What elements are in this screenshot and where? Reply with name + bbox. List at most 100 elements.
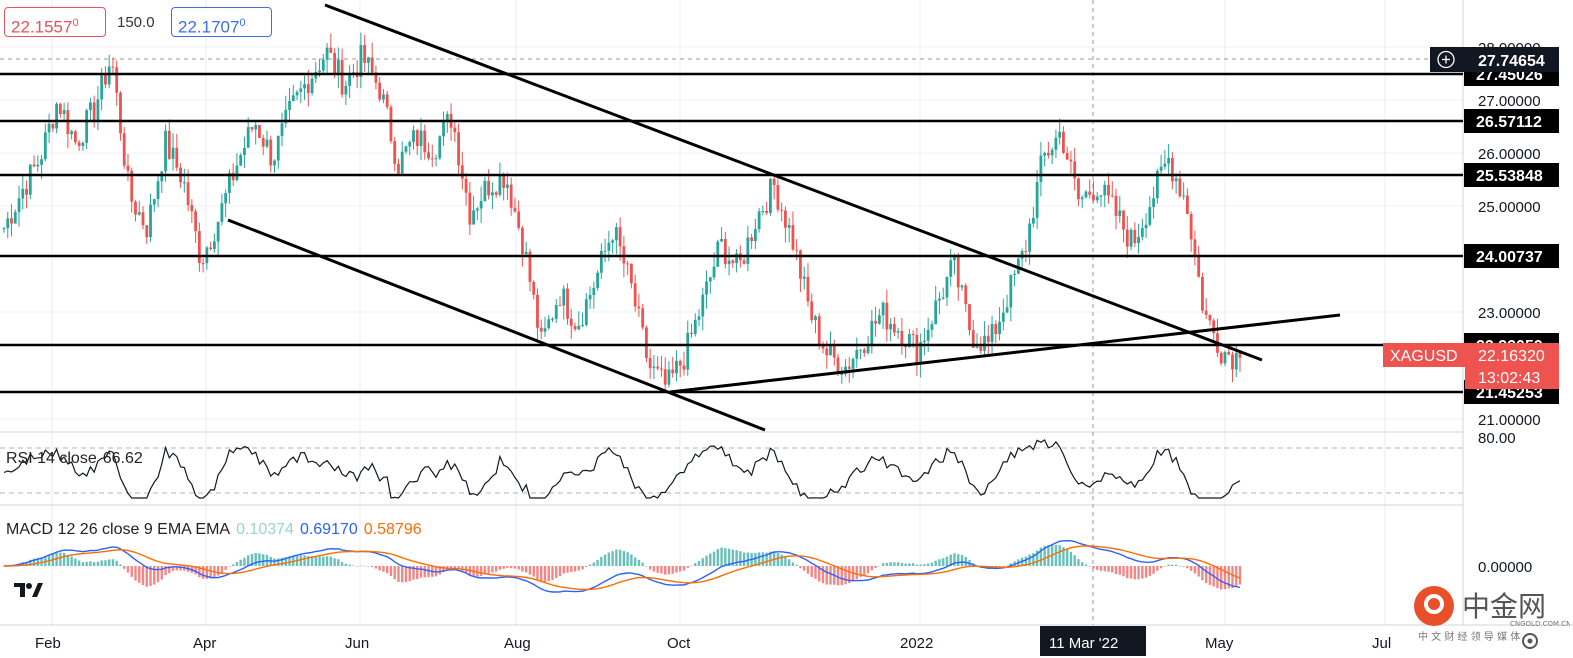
macd-histogram-bar [1039, 547, 1043, 566]
bid-price-box[interactable]: 22.15570 [4, 7, 106, 37]
candle-body [825, 348, 829, 356]
candle-body [280, 123, 284, 136]
macd-histogram-bar [1099, 566, 1103, 571]
candle-body [419, 130, 423, 146]
candle-body [1024, 251, 1028, 253]
price-axis: 28.0000027.0000026.0000025.0000023.00000… [1383, 40, 1559, 576]
candle-body [318, 70, 321, 73]
macd-histogram-bar [705, 555, 708, 566]
candle-body [862, 349, 866, 353]
candle-body [404, 146, 408, 152]
candle-body [2, 228, 6, 230]
candle-body [464, 178, 468, 193]
candle-body [1009, 274, 1013, 308]
macd-histogram-bar [739, 551, 742, 566]
macd-legend[interactable]: MACD 12 26 close 9 EMA EMA 0.10374 0.69170… [6, 521, 422, 538]
macd-histogram-bar [314, 556, 318, 566]
macd-histogram-bar [393, 566, 396, 580]
rsi-legend[interactable]: RSI 14 close 66.62 [6, 450, 143, 467]
candle-body [1231, 354, 1234, 370]
candle-body [926, 329, 930, 341]
candle-body [359, 45, 363, 78]
ask-price-box[interactable]: 22.17070 [171, 7, 272, 37]
macd-histogram-bar [141, 566, 145, 586]
tradingview-logo-icon[interactable] [8, 575, 46, 603]
candle-body [705, 281, 708, 295]
candle-body [979, 346, 983, 351]
candle-body [866, 346, 870, 353]
candle-body [306, 84, 310, 94]
candle-body [1148, 207, 1152, 225]
macd-histogram-bar [1167, 564, 1170, 566]
candle-body [1077, 178, 1080, 200]
svg-text:中金网: 中金网 [1462, 590, 1546, 623]
rsi-axis-label: 80.00 [1478, 430, 1516, 447]
candle-body [682, 365, 686, 370]
candle-body [92, 102, 96, 120]
candle-body [243, 147, 246, 156]
macd-histogram-bar [92, 562, 96, 566]
candle-body [1080, 197, 1084, 200]
candle-body [1035, 181, 1039, 218]
macd-histogram-bar [442, 566, 445, 573]
macd-histogram-bar [641, 562, 644, 566]
macd-histogram-bar [630, 554, 633, 566]
candle-body [367, 57, 370, 63]
candle-body [299, 88, 303, 92]
macd-histogram-bar [923, 564, 926, 566]
svg-text:CNGOLD.COM.CN: CNGOLD.COM.CN [1510, 620, 1570, 628]
macd-histogram-bar [66, 554, 70, 566]
macd-histogram-bar [637, 559, 641, 566]
candle-body [216, 221, 220, 242]
candle-body [502, 174, 506, 188]
macd-histogram-bar [502, 566, 505, 569]
macd-histogram-bar [1114, 566, 1118, 574]
macd-histogram-bar [457, 566, 460, 570]
candle-body [663, 369, 667, 385]
macd-histogram-bar [806, 566, 810, 574]
candle-body [1118, 210, 1122, 216]
level-price-tag [1464, 244, 1559, 268]
candle-body [742, 260, 746, 264]
candle-body [73, 131, 77, 143]
macd-histogram-bar [911, 563, 915, 566]
macd-histogram-bar [299, 555, 302, 566]
candle-body [81, 142, 85, 146]
macd-histogram-bar [615, 549, 618, 566]
macd-histogram-bar [611, 551, 614, 566]
candle-body [160, 171, 164, 182]
candle-body [393, 141, 397, 164]
macd-histogram-bar [814, 566, 817, 579]
macd-histogram-bar [1032, 553, 1035, 566]
candle-body [986, 335, 990, 343]
macd-histogram-bar [348, 564, 351, 566]
macd-histogram-bar [1084, 564, 1088, 566]
macd-histogram-bar [566, 566, 569, 573]
candle-body [47, 123, 51, 133]
macd-histogram-bar [408, 566, 411, 582]
candle-body [1144, 224, 1148, 229]
candle-body [115, 67, 119, 93]
macd-histogram-bar [648, 566, 652, 570]
macd-histogram-bar [258, 553, 261, 566]
add-alert-icon [1437, 50, 1455, 69]
candle-body [735, 253, 738, 264]
macd-histogram-bar [130, 566, 133, 577]
candle-body [907, 334, 911, 348]
macd-histogram-bar [528, 566, 532, 575]
trend-line [669, 313, 1341, 394]
candle-body [791, 225, 795, 250]
macd-histogram-bar [585, 566, 588, 568]
macd-line [3, 539, 1241, 593]
macd-histogram-bar [904, 563, 907, 566]
macd-histogram-bar [633, 557, 637, 566]
macd-histogram-bar [1096, 566, 1099, 570]
candle-body [51, 123, 55, 129]
candle-body [1201, 276, 1204, 311]
macd-histogram-bar [277, 558, 280, 566]
candle-body [1114, 196, 1118, 216]
candle-body [641, 308, 645, 328]
candle-body [1095, 196, 1099, 201]
candle-body [983, 335, 986, 351]
